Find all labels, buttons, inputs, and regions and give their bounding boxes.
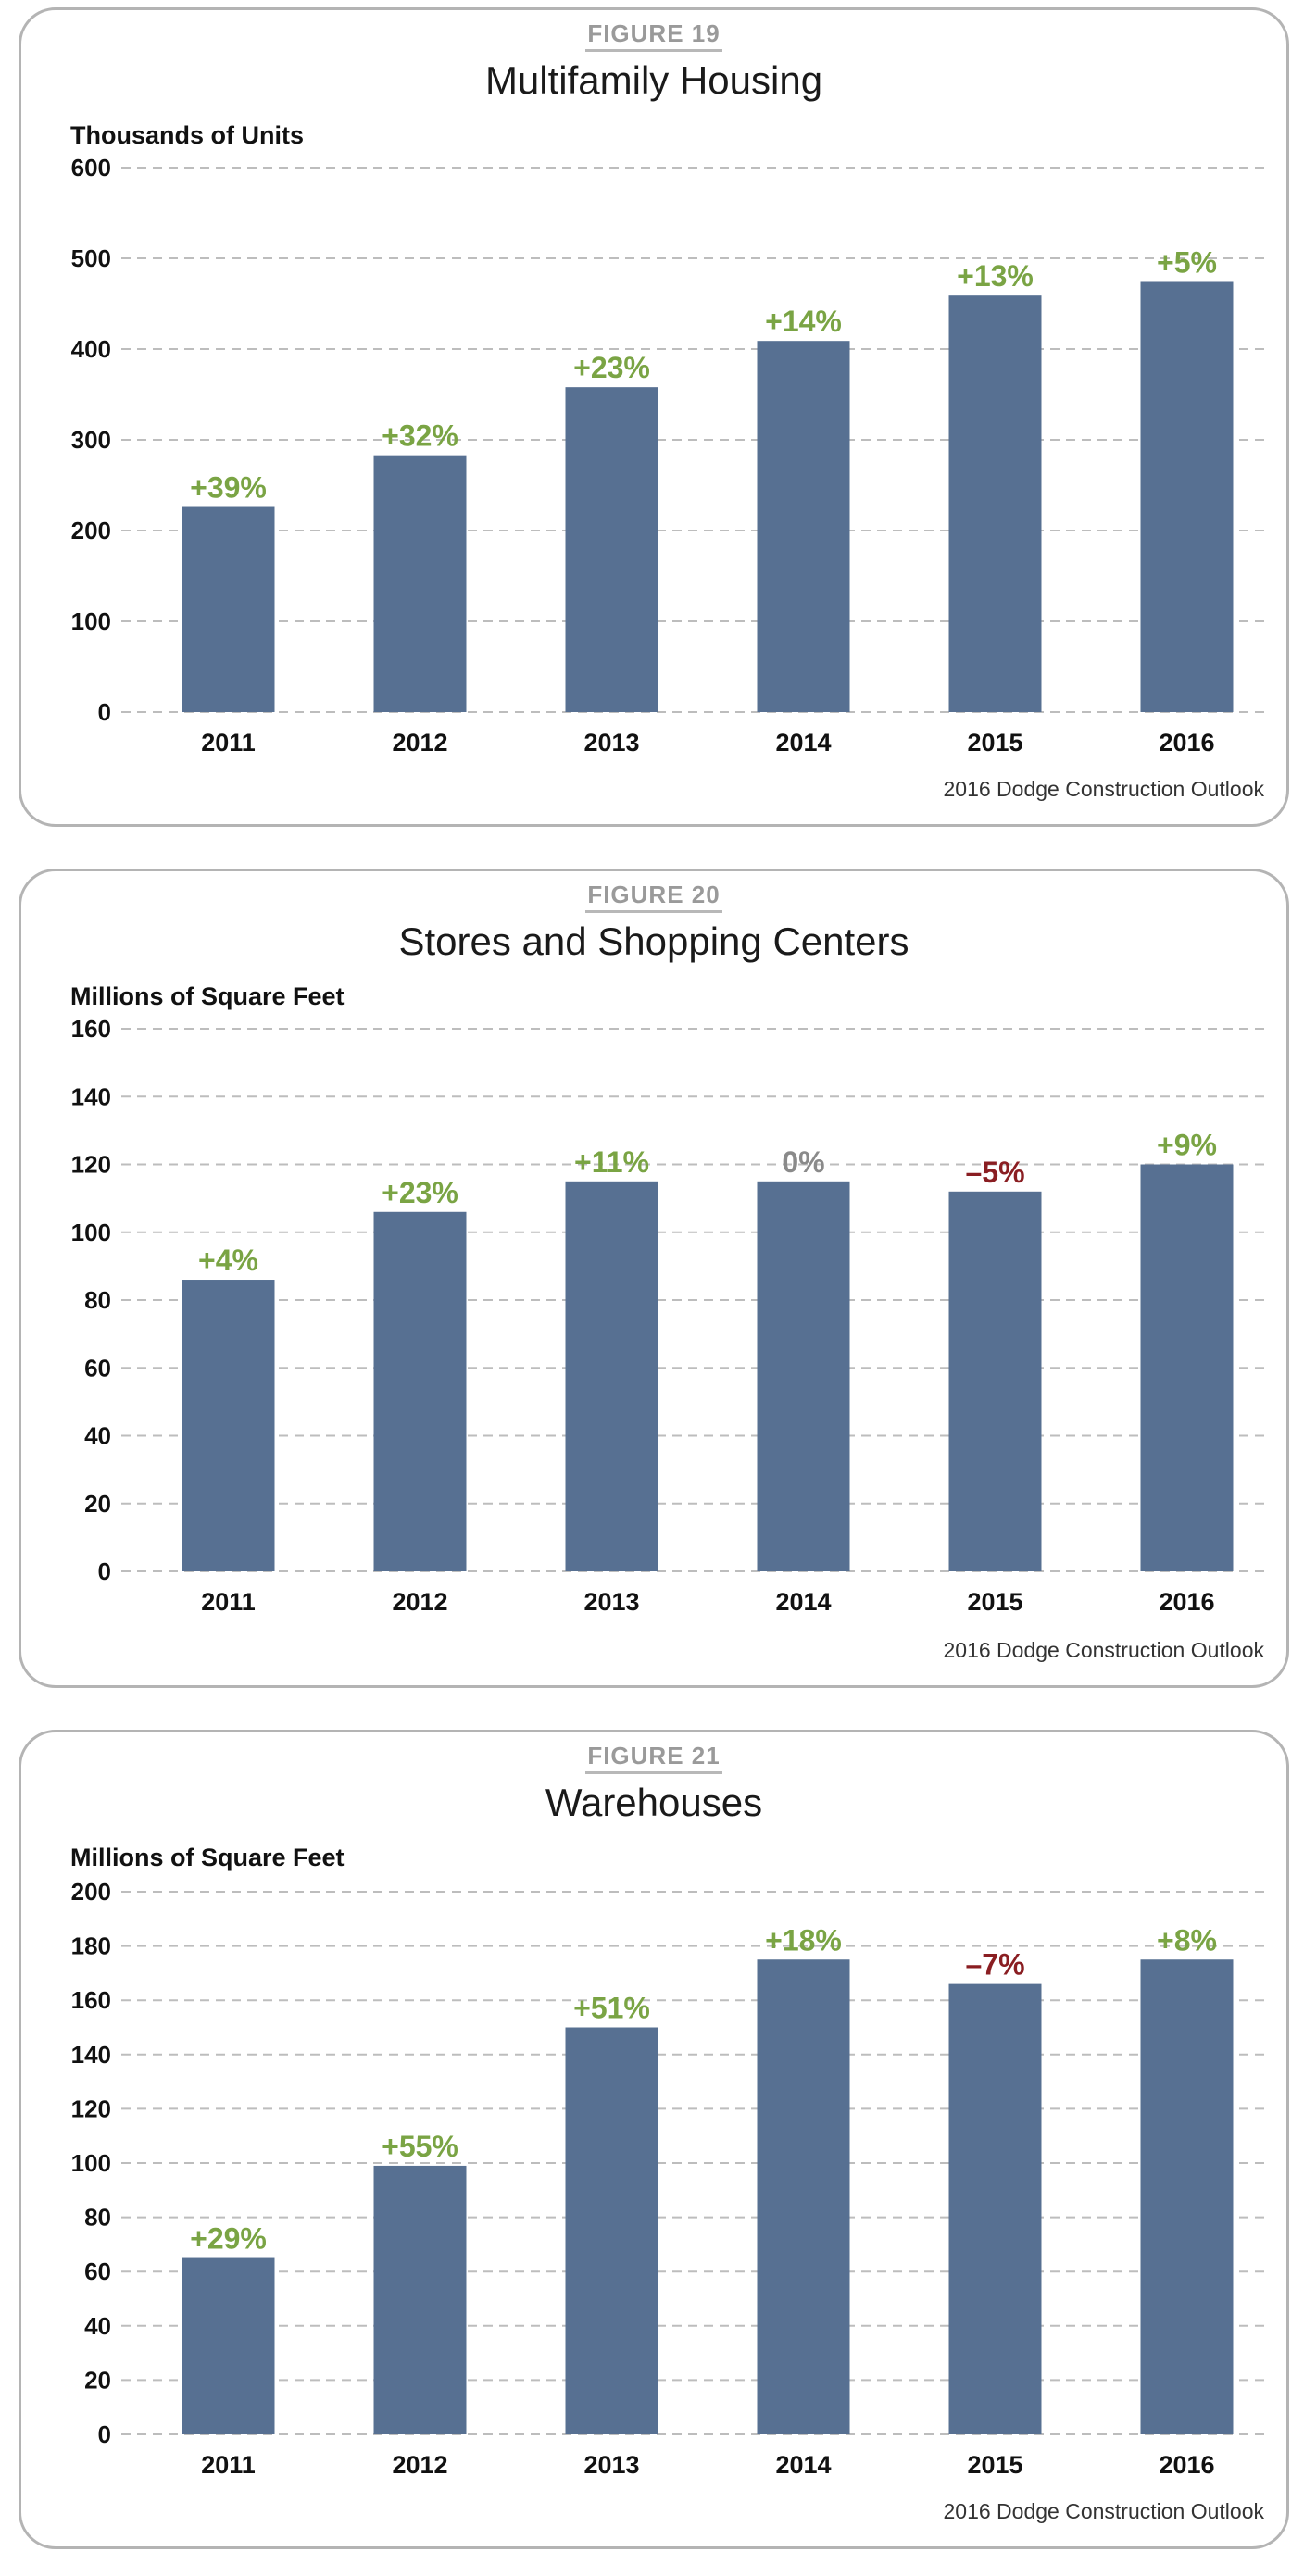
x-tick-label: 2013 <box>583 729 639 757</box>
figure-19-title: Multifamily Housing <box>484 58 823 102</box>
y-tick-label: 300 <box>71 426 111 454</box>
data-label: –5% <box>965 1156 1024 1189</box>
y-tick-label: 40 <box>84 1422 111 1450</box>
figure-19-label: FIGURE 19 <box>585 19 722 52</box>
figure-20-title: Stores and Shopping Centers <box>398 919 909 963</box>
y-tick-label: 20 <box>84 1490 111 1518</box>
y-tick-label: 100 <box>71 1219 111 1246</box>
bar-2014 <box>757 1959 850 2434</box>
data-label: +51% <box>573 1992 650 2025</box>
bar-2012 <box>373 1211 467 1571</box>
x-tick-label: 2015 <box>967 729 1022 757</box>
bar-2016 <box>1140 1164 1234 1571</box>
x-tick-label: 2016 <box>1159 2451 1214 2479</box>
y-tick-label: 120 <box>71 2095 111 2122</box>
bar-2016 <box>1140 1959 1234 2434</box>
x-tick-label: 2012 <box>392 1588 447 1616</box>
y-tick-label: 0 <box>98 2420 111 2448</box>
y-tick-label: 60 <box>84 2257 111 2285</box>
y-tick-label: 0 <box>98 1557 111 1585</box>
bar-2016 <box>1140 281 1234 712</box>
bar-2011 <box>182 1280 275 1571</box>
figure-21-chart: 0 20 40 60 80 100 120 140 160 180 200 2011 +29% 2012 +… <box>71 1878 1265 2479</box>
data-label: +32% <box>382 419 458 453</box>
data-label: +5% <box>1157 245 1217 279</box>
figure-19-y-axis-label: Thousands of Units <box>70 121 304 149</box>
y-tick-label: 500 <box>71 244 111 272</box>
bar-2011 <box>182 2257 275 2434</box>
figure-19-panel: FIGURE 19 Multifamily Housing Thousands … <box>19 7 1289 827</box>
x-tick-label: 2014 <box>775 1588 831 1616</box>
y-tick-label: 140 <box>71 2041 111 2069</box>
figure-20-label: FIGURE 20 <box>585 881 722 913</box>
bar-2015 <box>948 1983 1042 2434</box>
figure-21-source: 2016 Dodge Construction Outlook <box>943 2499 1265 2523</box>
bar-2013 <box>565 387 658 712</box>
y-tick-label: 20 <box>84 2366 111 2394</box>
y-tick-label: 120 <box>71 1151 111 1179</box>
y-tick-label: 600 <box>71 154 111 181</box>
bar-2014 <box>757 1181 850 1571</box>
x-tick-label: 2012 <box>392 729 447 757</box>
y-tick-label: 80 <box>84 1286 111 1314</box>
figure-21-panel: FIGURE 21 Warehouses Millions of Square … <box>19 1730 1289 2549</box>
y-tick-label: 160 <box>71 1015 111 1043</box>
figure-20-chart: 0 20 40 60 80 100 120 140 160 2011 +4% 2012 +23% 2013… <box>71 1015 1265 1616</box>
figure-20-y-axis-label: Millions of Square Feet <box>70 982 345 1010</box>
data-label: +23% <box>382 1176 458 1209</box>
bar-2015 <box>948 295 1042 712</box>
y-tick-label: 160 <box>71 1986 111 2014</box>
x-tick-label: 2013 <box>583 1588 639 1616</box>
y-tick-label: 200 <box>71 517 111 544</box>
data-label: +4% <box>198 1244 258 1277</box>
data-label: 0% <box>782 1145 824 1179</box>
y-tick-label: 100 <box>71 607 111 635</box>
bar-2013 <box>565 1181 658 1571</box>
data-label: +8% <box>1157 1923 1217 1957</box>
figure-19-chart: 0 100 200 300 400 500 600 2011 +39% 2012 +32% 2013 +… <box>71 154 1265 757</box>
bar-2013 <box>565 2027 658 2434</box>
bar-2011 <box>182 506 275 712</box>
data-label: +18% <box>765 1923 842 1957</box>
y-tick-label: 180 <box>71 1932 111 1960</box>
figure-21-label: FIGURE 21 <box>585 1742 722 1774</box>
x-tick-label: 2011 <box>201 2451 256 2479</box>
bar-2012 <box>373 2165 467 2434</box>
y-tick-label: 140 <box>71 1082 111 1110</box>
x-tick-label: 2013 <box>583 2451 639 2479</box>
figure-21-y-axis-label: Millions of Square Feet <box>70 1844 345 1871</box>
data-label: +13% <box>957 259 1034 293</box>
x-tick-label: 2014 <box>775 2451 831 2479</box>
y-tick-label: 400 <box>71 335 111 363</box>
data-label: +55% <box>382 2130 458 2163</box>
bar-2012 <box>373 455 467 712</box>
y-tick-label: 100 <box>71 2149 111 2177</box>
data-label: +39% <box>190 471 267 505</box>
x-tick-label: 2011 <box>201 1588 256 1616</box>
y-tick-label: 200 <box>71 1878 111 1906</box>
y-tick-label: 0 <box>98 698 111 726</box>
x-tick-label: 2016 <box>1159 1588 1214 1616</box>
data-label: +11% <box>574 1145 649 1179</box>
y-tick-label: 60 <box>84 1354 111 1382</box>
x-tick-label: 2011 <box>201 729 256 757</box>
figure-20-panel: FIGURE 20 Stores and Shopping Centers Mi… <box>19 869 1289 1688</box>
data-label: +29% <box>190 2222 267 2256</box>
figure-19-source: 2016 Dodge Construction Outlook <box>943 777 1265 801</box>
x-tick-label: 2015 <box>967 2451 1022 2479</box>
y-tick-label: 80 <box>84 2204 111 2232</box>
y-tick-label: 40 <box>84 2312 111 2340</box>
bar-2014 <box>757 341 850 712</box>
data-label: –7% <box>965 1948 1024 1982</box>
x-tick-label: 2016 <box>1159 729 1214 757</box>
bar-2015 <box>948 1191 1042 1571</box>
data-label: +23% <box>573 351 650 384</box>
x-tick-label: 2015 <box>967 1588 1022 1616</box>
x-tick-label: 2014 <box>775 729 831 757</box>
figure-20-source: 2016 Dodge Construction Outlook <box>943 1638 1265 1662</box>
data-label: +9% <box>1157 1129 1217 1162</box>
x-tick-label: 2012 <box>392 2451 447 2479</box>
data-label: +14% <box>765 305 842 338</box>
figure-21-title: Warehouses <box>545 1781 763 1824</box>
